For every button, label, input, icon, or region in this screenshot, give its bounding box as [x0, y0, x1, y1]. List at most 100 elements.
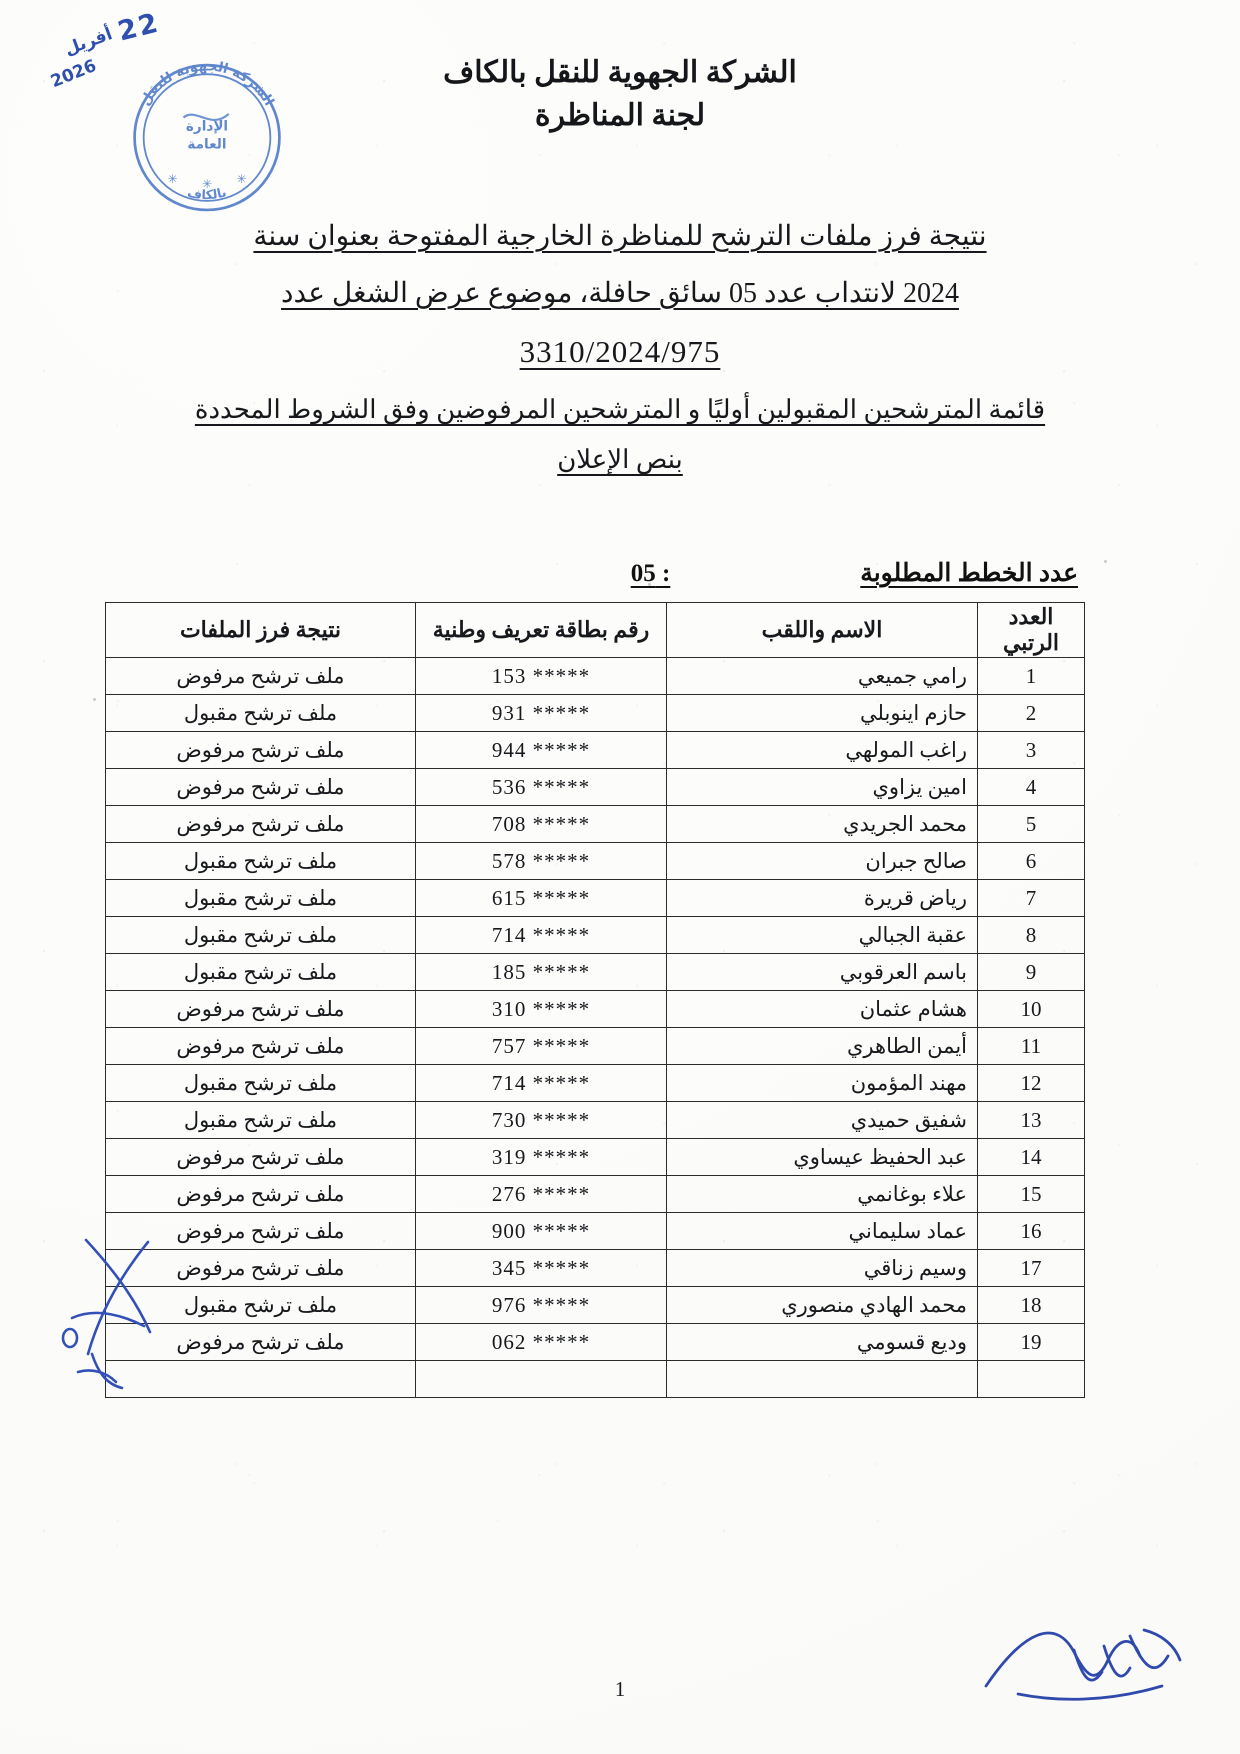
table-row: 16 عماد سليماني 900 ***** ملف ترشح مرفوض	[105, 1212, 1085, 1250]
intro-line-5: بنص الإعلان	[557, 445, 683, 475]
table-row: 19 وديع قسومي 062 ***** ملف ترشح مرفوض	[105, 1323, 1085, 1361]
cell-rank: 15	[977, 1175, 1085, 1213]
committee-name: لجنة المناظرة	[534, 98, 706, 132]
cell-cin: 615 *****	[415, 879, 667, 917]
cell-partial	[415, 1360, 667, 1398]
svg-text:بالكاف: بالكاف	[186, 184, 228, 202]
cell-cin: 944 *****	[415, 731, 667, 769]
cell-cin: 900 *****	[415, 1212, 667, 1250]
cell-rank: 4	[977, 768, 1085, 806]
cell-name: علاء بوغانمي	[666, 1175, 978, 1213]
cell-cin: 153 *****	[415, 657, 667, 695]
cell-name: مهند المؤمون	[666, 1064, 978, 1102]
svg-text:العامة: العامة	[187, 136, 226, 152]
cell-rank: 6	[977, 842, 1085, 880]
required-posts-value: : 05	[630, 560, 671, 587]
scan-speck	[1104, 560, 1107, 563]
cell-result: ملف ترشح مقبول	[105, 1064, 416, 1102]
cell-result: ملف ترشح مرفوض	[105, 768, 416, 806]
svg-text:✳: ✳	[236, 173, 246, 186]
table-row-partial	[105, 1360, 1085, 1398]
intro-line-1: نتيجة فرز ملفات الترشح للمناظرة الخارجية…	[253, 221, 987, 252]
column-header-name: الاسم واللقب	[666, 602, 978, 658]
table-row: 17 وسيم زناقي 345 ***** ملف ترشح مرفوض	[105, 1249, 1085, 1287]
cell-rank: 11	[977, 1027, 1085, 1065]
intro-line-2: 2024 لانتداب عدد 05 سائق حافلة، موضوع عر…	[281, 277, 959, 309]
cell-name: شفيق حميدي	[666, 1101, 978, 1139]
table-row: 12 مهند المؤمون 714 ***** ملف ترشح مقبول	[105, 1064, 1085, 1102]
cell-cin: 708 *****	[415, 805, 667, 843]
table-row: 4 امين يزاوي 536 ***** ملف ترشح مرفوض	[105, 768, 1085, 806]
column-header-result: نتيجة فرز الملفات	[105, 602, 416, 658]
column-header-cin: رقم بطاقة تعريف وطنية	[415, 602, 667, 658]
cell-name: حازم اينوبلي	[666, 694, 978, 732]
table-row: 10 هشام عثمان 310 ***** ملف ترشح مرفوض	[105, 990, 1085, 1028]
cell-rank: 9	[977, 953, 1085, 991]
table-row: 11 أيمن الطاهري 757 ***** ملف ترشح مرفوض	[105, 1027, 1085, 1065]
cell-cin: 319 *****	[415, 1138, 667, 1176]
table-row: 13 شفيق حميدي 730 ***** ملف ترشح مقبول	[105, 1101, 1085, 1139]
cell-cin: 757 *****	[415, 1027, 667, 1065]
table-row: 1 رامي جميعي 153 ***** ملف ترشح مرفوض	[105, 657, 1085, 695]
table-row: 8 عقبة الجبالي 714 ***** ملف ترشح مقبول	[105, 916, 1085, 954]
handwritten-day: 22	[114, 7, 163, 48]
scan-speck	[93, 698, 96, 701]
cell-cin: 714 *****	[415, 916, 667, 954]
required-posts-label: عدد الخطط المطلوبة	[860, 560, 1078, 587]
cell-cin: 578 *****	[415, 842, 667, 880]
cell-result: ملف ترشح مرفوض	[105, 1249, 416, 1287]
cell-cin: 730 *****	[415, 1101, 667, 1139]
handwritten-month: أفريل	[62, 24, 116, 60]
cell-rank: 3	[977, 731, 1085, 769]
cell-result: ملف ترشح مرفوض	[105, 1212, 416, 1250]
cell-cin: 062 *****	[415, 1323, 667, 1361]
cell-name: وديع قسومي	[666, 1323, 978, 1361]
column-header-rank: العدد الرتبي	[977, 602, 1085, 658]
cell-result: ملف ترشح مرفوض	[105, 1323, 416, 1361]
cell-partial	[105, 1360, 416, 1398]
cell-result: ملف ترشح مقبول	[105, 879, 416, 917]
svg-text:✳: ✳	[168, 173, 178, 186]
cell-cin: 536 *****	[415, 768, 667, 806]
cell-rank: 10	[977, 990, 1085, 1028]
cell-cin: 276 *****	[415, 1175, 667, 1213]
table-row: 9 باسم العرقوبي 185 ***** ملف ترشح مقبول	[105, 953, 1085, 991]
cell-name: عماد سليماني	[666, 1212, 978, 1250]
table-row: 6 صالح جبران 578 ***** ملف ترشح مقبول	[105, 842, 1085, 880]
table-row: 15 علاء بوغانمي 276 ***** ملف ترشح مرفوض	[105, 1175, 1085, 1213]
table-header-row: العدد الرتبي الاسم واللقب رقم بطاقة تعري…	[105, 602, 1085, 658]
cell-rank: 12	[977, 1064, 1085, 1102]
cell-result: ملف ترشح مرفوض	[105, 731, 416, 769]
cell-rank: 7	[977, 879, 1085, 917]
svg-text:الإدارة: الإدارة	[186, 118, 228, 134]
cell-rank: 1	[977, 657, 1085, 695]
cell-name: محمد الهادي منصوري	[666, 1286, 978, 1324]
required-posts-line: عدد الخطط المطلوبة : 05	[150, 558, 1090, 588]
cell-cin: 345 *****	[415, 1249, 667, 1287]
organization-name: الشركة الجهوية للنقل بالكاف	[443, 56, 797, 89]
cell-name: امين يزاوي	[666, 768, 978, 806]
cell-result: ملف ترشح مقبول	[105, 842, 416, 880]
intro-line-4: قائمة المترشحين المقبولين أوليًا و المتر…	[194, 395, 1046, 425]
results-table: العدد الرتبي الاسم واللقب رقم بطاقة تعري…	[105, 602, 1085, 1398]
cell-name: أيمن الطاهري	[666, 1027, 978, 1065]
cell-rank: 19	[977, 1323, 1085, 1361]
official-round-stamp: الشركة الجهوية للنقل بالكاف الإدارة العا…	[116, 47, 298, 219]
cell-result: ملف ترشح مقبول	[105, 1286, 416, 1324]
handwritten-date-annotation: 22 أفريل 2026	[28, 7, 178, 106]
intro-reference-wrap: 3310/2024/975	[150, 333, 1090, 372]
cell-result: ملف ترشح مقبول	[105, 953, 416, 991]
cell-cin: 310 *****	[415, 990, 667, 1028]
organization-header: الشركة الجهوية للنقل بالكاف لجنة المناظر…	[0, 52, 1240, 137]
cell-name: محمد الجريدي	[666, 805, 978, 843]
cell-name: وسيم زناقي	[666, 1249, 978, 1287]
table-row: 5 محمد الجريدي 708 ***** ملف ترشح مرفوض	[105, 805, 1085, 843]
handwritten-year: 2026	[47, 55, 100, 93]
cell-partial	[666, 1360, 978, 1398]
cell-cin: 931 *****	[415, 694, 667, 732]
page-number: 1	[614, 1677, 626, 1701]
cell-name: راغب المولهي	[666, 731, 978, 769]
scan-speck	[271, 681, 274, 684]
results-table-body: 1 رامي جميعي 153 ***** ملف ترشح مرفوض 2 حازم …	[105, 657, 1085, 1398]
